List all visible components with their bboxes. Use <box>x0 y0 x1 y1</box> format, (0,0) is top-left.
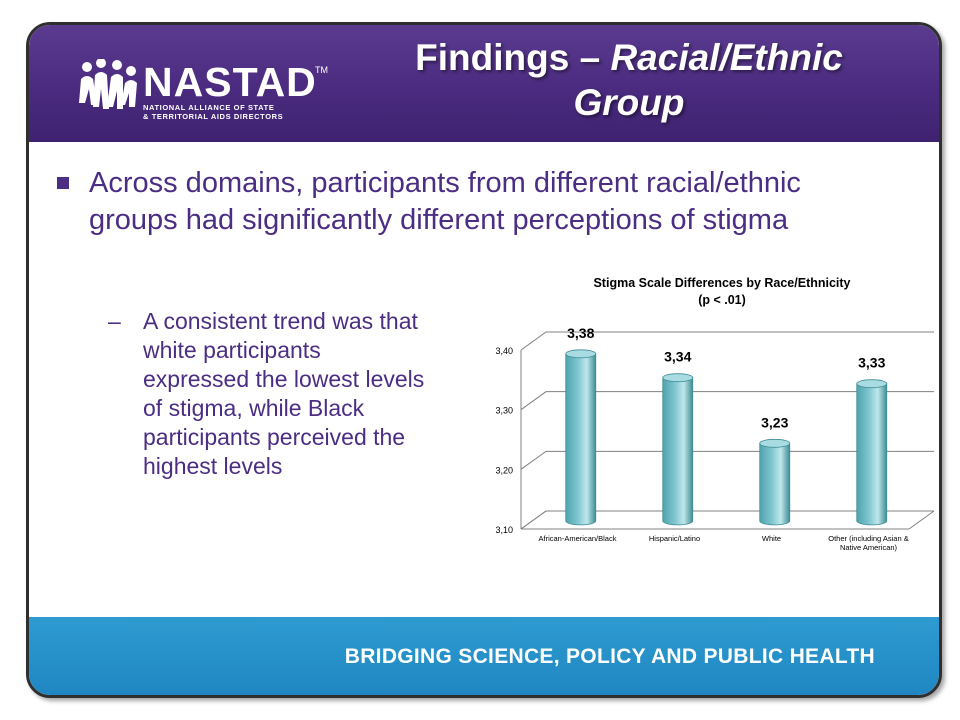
chart-bar <box>759 438 791 526</box>
people-figures-icon <box>79 58 137 109</box>
slide-frame: NASTAD TM NATIONAL ALLIANCE OF STATE & T… <box>26 22 942 698</box>
slide-header: NASTAD TM NATIONAL ALLIANCE OF STATE & T… <box>29 25 939 142</box>
chart-bar <box>856 379 888 526</box>
title-main: Findings – <box>415 37 611 78</box>
chart-ytick-label: 3,10 <box>495 525 513 535</box>
footer-tagline: BRIDGING SCIENCE, POLICY AND PUBLIC HEAL… <box>344 645 875 668</box>
slide-footer: BRIDGING SCIENCE, POLICY AND PUBLIC HEAL… <box>29 617 939 695</box>
slide-title: Findings – Racial/Ethnic Group <box>329 35 929 125</box>
chart-bar <box>565 349 597 526</box>
square-bullet-icon <box>57 177 69 189</box>
dash-bullet-icon: – <box>108 308 121 334</box>
logo-wordmark: NASTAD <box>143 59 317 105</box>
chart-gridline <box>520 331 934 351</box>
chart-data-label: 3,34 <box>664 349 691 365</box>
chart-bar <box>662 373 694 526</box>
chart-title: Stigma Scale Differences by Race/Ethnici… <box>593 276 850 290</box>
chart-ytick-label: 3,40 <box>495 346 513 356</box>
chart-data-label: 3,33 <box>858 355 885 371</box>
sub-bullet-text: A consistent trend was that white partic… <box>143 308 425 479</box>
chart-gridline <box>520 450 934 470</box>
chart-gridline <box>520 510 934 530</box>
chart-category-label: Native American) <box>840 543 898 552</box>
chart-category-label: African-American/Black <box>539 534 617 543</box>
chart-floor-right <box>908 510 935 530</box>
chart-category-label: Other (including Asian & <box>828 534 908 543</box>
title-line2: Group <box>573 82 685 123</box>
chart-ytick-label: 3,30 <box>495 406 513 416</box>
main-bullet: Across domains, participants from differ… <box>57 165 849 239</box>
chart-subtitle: (p < .01) <box>698 293 746 307</box>
title-italic: Racial/Ethnic <box>610 37 843 78</box>
stigma-bar-chart: Stigma Scale Differences by Race/Ethnici… <box>495 276 935 552</box>
logo-subtitle: NATIONAL ALLIANCE OF STATE & TERRITORIAL… <box>143 103 284 121</box>
chart-category-label: White <box>762 534 781 543</box>
logo-trademark: TM <box>315 65 328 75</box>
chart-data-label: 3,23 <box>761 414 788 430</box>
chart-gridline <box>520 391 934 411</box>
main-bullet-text: Across domains, participants from differ… <box>89 167 801 236</box>
chart-ytick-label: 3,20 <box>495 465 513 475</box>
chart-data-label: 3,38 <box>567 325 594 341</box>
chart-category-label: Hispanic/Latino <box>649 534 700 543</box>
nastad-logo: NASTAD TM NATIONAL ALLIANCE OF STATE & T… <box>77 58 328 129</box>
